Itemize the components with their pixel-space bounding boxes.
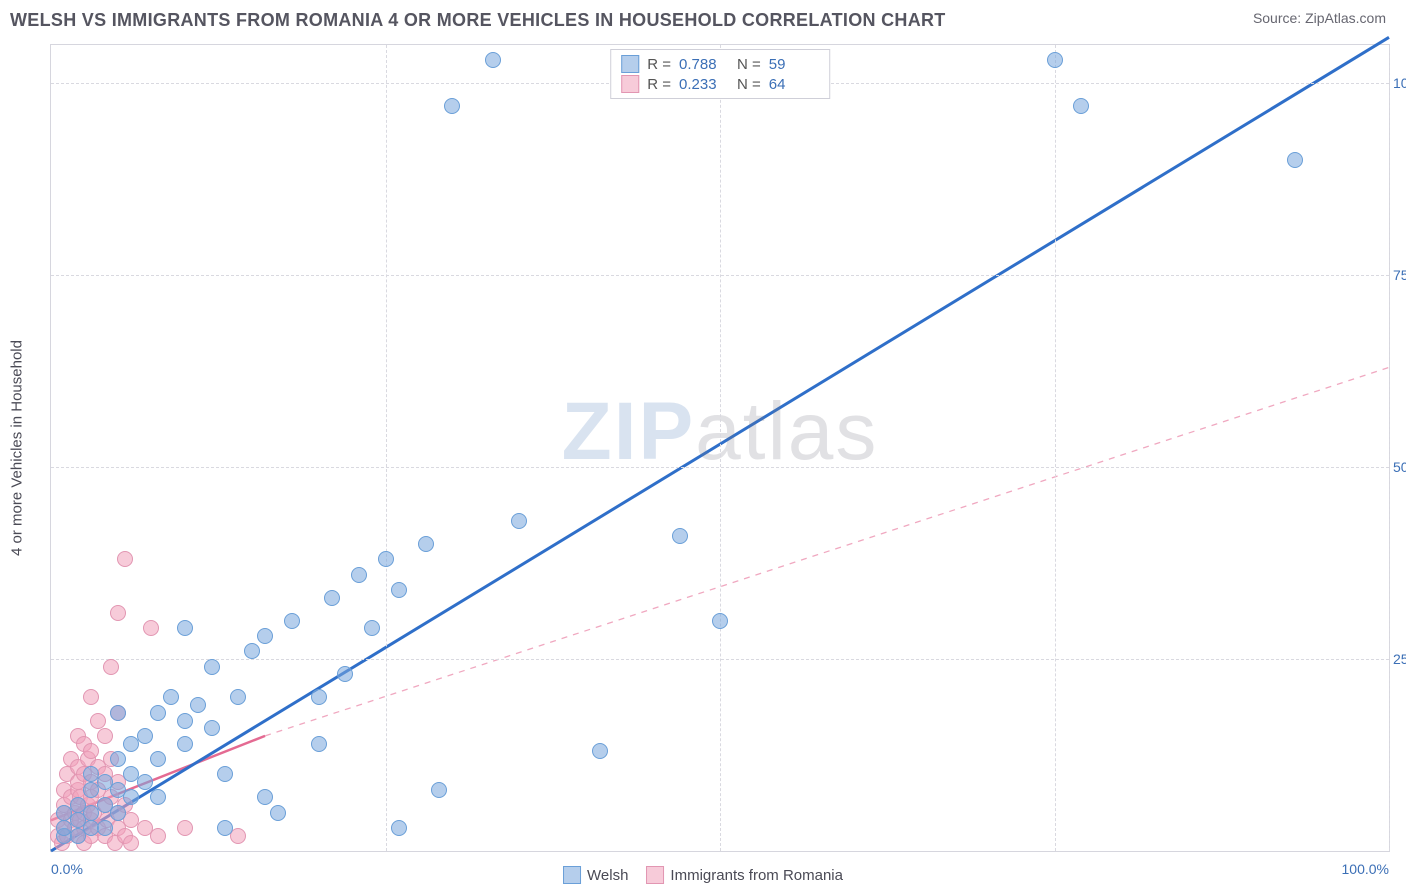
data-point [270,805,286,821]
data-point [110,705,126,721]
data-point [150,705,166,721]
legend-label-blue: Welsh [587,867,628,884]
data-point [110,751,126,767]
chart-title: WELSH VS IMMIGRANTS FROM ROMANIA 4 OR MO… [10,10,946,31]
data-point [177,736,193,752]
data-point [97,820,113,836]
swatch-blue [621,55,639,73]
data-point [324,590,340,606]
r-blue: 0.788 [679,56,729,73]
source-prefix: Source: [1253,10,1305,26]
swatch-blue [563,866,581,884]
data-point [123,789,139,805]
data-point [150,751,166,767]
legend-stats: R = 0.788 N = 59 R = 0.233 N = 64 [610,49,830,99]
data-point [244,643,260,659]
vgrid [720,45,721,851]
data-point [230,828,246,844]
data-point [177,820,193,836]
data-point [150,828,166,844]
data-point [364,620,380,636]
watermark-atlas: atlas [695,386,878,477]
vgrid [1055,45,1056,851]
data-point [110,605,126,621]
data-point [110,805,126,821]
source-label: Source: ZipAtlas.com [1253,10,1386,26]
r-pink: 0.233 [679,76,729,93]
legend-label-pink: Immigrants from Romania [670,867,843,884]
r-prefix: R = [647,56,671,73]
data-point [1047,52,1063,68]
n-prefix: N = [737,76,761,93]
data-point [378,551,394,567]
chart-area: 4 or more Vehicles in Household ZIPatlas… [50,44,1390,852]
n-blue: 59 [769,56,819,73]
data-point [511,513,527,529]
data-point [117,551,133,567]
data-point [230,689,246,705]
y-tick: 75.0% [1393,267,1406,283]
vgrid [1389,45,1390,851]
data-point [1073,98,1089,114]
data-point [485,52,501,68]
data-point [284,613,300,629]
data-point [444,98,460,114]
regression-line [265,367,1389,735]
data-point [83,743,99,759]
data-point [257,789,273,805]
y-axis-label: 4 or more Vehicles in Household [9,340,26,556]
swatch-pink [646,866,664,884]
data-point [204,720,220,736]
source-value: ZipAtlas.com [1305,10,1386,26]
n-prefix: N = [737,56,761,73]
data-point [217,820,233,836]
data-point [190,697,206,713]
data-point [337,666,353,682]
legend-stat-row-pink: R = 0.233 N = 64 [621,74,819,94]
data-point [97,728,113,744]
y-tick: 100.0% [1393,75,1406,91]
data-point [143,620,159,636]
data-point [431,782,447,798]
y-tick: 25.0% [1393,651,1406,667]
legend-item-pink: Immigrants from Romania [646,866,843,884]
vgrid [386,45,387,851]
legend-stat-row-blue: R = 0.788 N = 59 [621,54,819,74]
data-point [257,628,273,644]
data-point [592,743,608,759]
data-point [83,689,99,705]
data-point [311,736,327,752]
data-point [672,528,688,544]
data-point [391,820,407,836]
data-point [137,728,153,744]
data-point [177,620,193,636]
n-pink: 64 [769,76,819,93]
data-point [204,659,220,675]
data-point [90,713,106,729]
x-tick: 0.0% [51,861,83,877]
plot-region: ZIPatlas [51,45,1389,851]
data-point [351,567,367,583]
watermark-zip: ZIP [562,386,696,477]
data-point [391,582,407,598]
data-point [712,613,728,629]
data-point [177,713,193,729]
data-point [418,536,434,552]
legend-item-blue: Welsh [563,866,628,884]
data-point [1287,152,1303,168]
y-tick: 50.0% [1393,459,1406,475]
data-point [137,774,153,790]
data-point [123,835,139,851]
swatch-pink [621,75,639,93]
data-point [311,689,327,705]
r-prefix: R = [647,76,671,93]
legend-series: Welsh Immigrants from Romania [563,866,843,884]
data-point [150,789,166,805]
data-point [217,766,233,782]
x-tick: 100.0% [1342,861,1389,877]
data-point [163,689,179,705]
data-point [103,659,119,675]
